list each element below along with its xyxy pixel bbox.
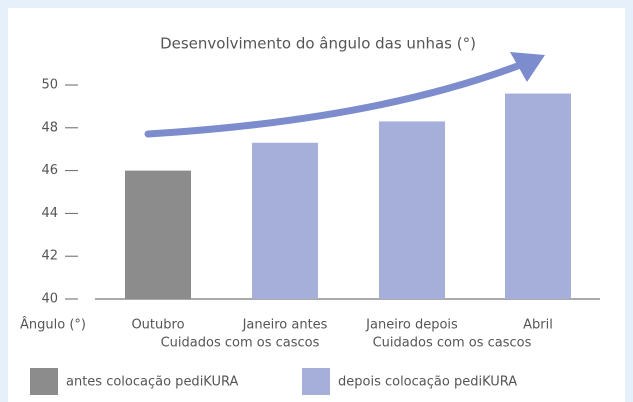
y-axis-label: Ângulo (°) [20,317,86,333]
group-label: Cuidados com os cascos [373,336,532,351]
y-tick-label: 44 [41,206,58,221]
x-tick-label: Outubro [131,318,184,333]
legend-swatch [302,368,330,395]
bar [125,170,191,299]
arrow-head [510,52,545,82]
bar [252,142,318,299]
bar [379,121,445,299]
bar [505,93,571,299]
legend-label: depois colocação pediKURA [338,375,517,390]
x-tick-label: Janeiro antes [242,318,328,333]
y-tick-label: 42 [41,249,58,264]
y-tick-label: 40 [41,292,58,307]
y-tick-label: 48 [41,120,58,135]
legend-swatch [30,368,58,395]
y-tick-label: 46 [41,163,58,178]
chart-title: Desenvolvimento do ângulo das unhas (°) [160,35,476,53]
x-tick-label: Janeiro depois [365,318,458,333]
group-label: Cuidados com os cascos [161,336,320,351]
legend-label: antes colocação pediKURA [66,375,238,390]
y-tick-label: 50 [41,78,58,93]
trend-arrow [144,58,532,138]
x-tick-label: Abril [523,318,553,333]
